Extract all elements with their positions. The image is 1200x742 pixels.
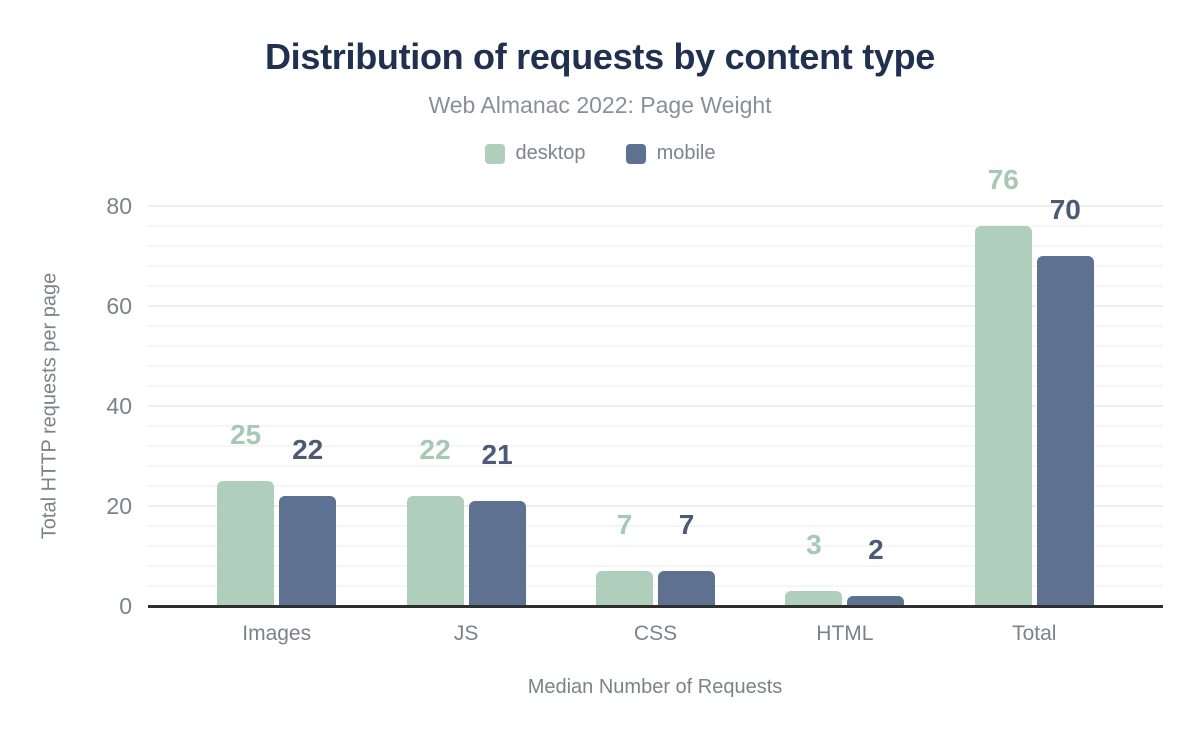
plot-area: 0 20 40 60 80 25 22 Images 22 21 JS 7 7 CSS 3 2 HTML 76 70…	[106, 166, 1163, 645]
legend-item-mobile[interactable]: mobile	[625, 142, 716, 165]
bar-value-label-mobile-css: 7	[678, 509, 695, 540]
bar-mobile-js[interactable]	[468, 501, 526, 606]
y-tick-label-80: 80	[106, 193, 132, 219]
bar-value-label-desktop-html: 3	[806, 529, 822, 560]
y-axis-title: Total HTTP requests per page	[38, 272, 61, 540]
legend: desktop mobile	[0, 142, 1200, 165]
bar-value-label-mobile-js: 21	[481, 439, 513, 470]
legend-label-desktop: desktop	[515, 142, 586, 164]
y-tick-label-0: 0	[119, 593, 132, 619]
bar-value-label-mobile-images: 22	[292, 434, 324, 465]
bar-desktop-js[interactable]	[406, 496, 464, 606]
major-gridline-60	[148, 305, 1163, 307]
minor-gridline-76	[148, 225, 1163, 227]
minor-gridline-64	[148, 285, 1163, 287]
bar-value-label-desktop-total: 76	[987, 164, 1019, 195]
minor-gridline-68	[148, 265, 1163, 267]
legend-swatch-desktop	[484, 143, 505, 164]
bar-mobile-css[interactable]	[658, 571, 715, 606]
minor-gridline-72	[148, 245, 1163, 247]
x-tick-label-images: Images	[242, 622, 312, 645]
y-tick-label-20: 20	[106, 493, 132, 519]
bar-desktop-css[interactable]	[596, 571, 653, 606]
minor-gridline-28	[148, 465, 1163, 467]
minor-gridline-24	[148, 485, 1163, 487]
chart-title: Distribution of requests by content type	[264, 36, 936, 77]
minor-gridline-4	[148, 585, 1163, 587]
x-tick-label-css: CSS	[633, 622, 678, 645]
bar-desktop-html[interactable]	[785, 591, 843, 606]
major-gridline-20	[148, 505, 1163, 507]
bar-value-label-desktop-images: 25	[230, 419, 262, 450]
minor-gridline-56	[148, 325, 1163, 327]
minor-gridline-8	[148, 565, 1163, 567]
x-axis-line	[148, 605, 1163, 608]
minor-gridline-48	[148, 365, 1163, 367]
minor-gridline-12	[148, 545, 1163, 547]
x-axis-title: Median Number of Requests	[527, 676, 783, 698]
bar-mobile-html[interactable]	[847, 596, 905, 606]
x-tick-label-js: JS	[453, 622, 479, 645]
bar-value-label-mobile-total: 70	[1049, 194, 1081, 225]
bar-value-label-desktop-css: 7	[616, 509, 633, 540]
legend-item-desktop[interactable]: desktop	[484, 142, 586, 165]
y-tick-label-40: 40	[106, 393, 132, 419]
bar-desktop-images[interactable]	[217, 481, 275, 606]
minor-gridline-16	[148, 525, 1163, 527]
bar-value-label-mobile-html: 2	[868, 534, 884, 565]
bar-desktop-total[interactable]	[974, 226, 1032, 606]
bar-mobile-total[interactable]	[1036, 256, 1094, 606]
legend-label-mobile: mobile	[656, 142, 716, 164]
major-gridline-80	[148, 205, 1163, 207]
legend-swatch-mobile	[625, 143, 646, 164]
major-gridline-40	[148, 405, 1163, 407]
y-tick-label-60: 60	[106, 293, 132, 319]
x-tick-label-html: HTML	[816, 622, 874, 645]
x-tick-label-total: Total	[1012, 622, 1057, 645]
minor-gridline-52	[148, 345, 1163, 347]
minor-gridline-44	[148, 385, 1163, 387]
bar-mobile-images[interactable]	[279, 496, 337, 606]
bar-value-label-desktop-js: 22	[419, 434, 451, 465]
minor-gridline-32	[148, 445, 1163, 447]
minor-gridline-36	[148, 425, 1163, 427]
chart-subtitle: Web Almanac 2022: Page Weight	[428, 92, 772, 118]
